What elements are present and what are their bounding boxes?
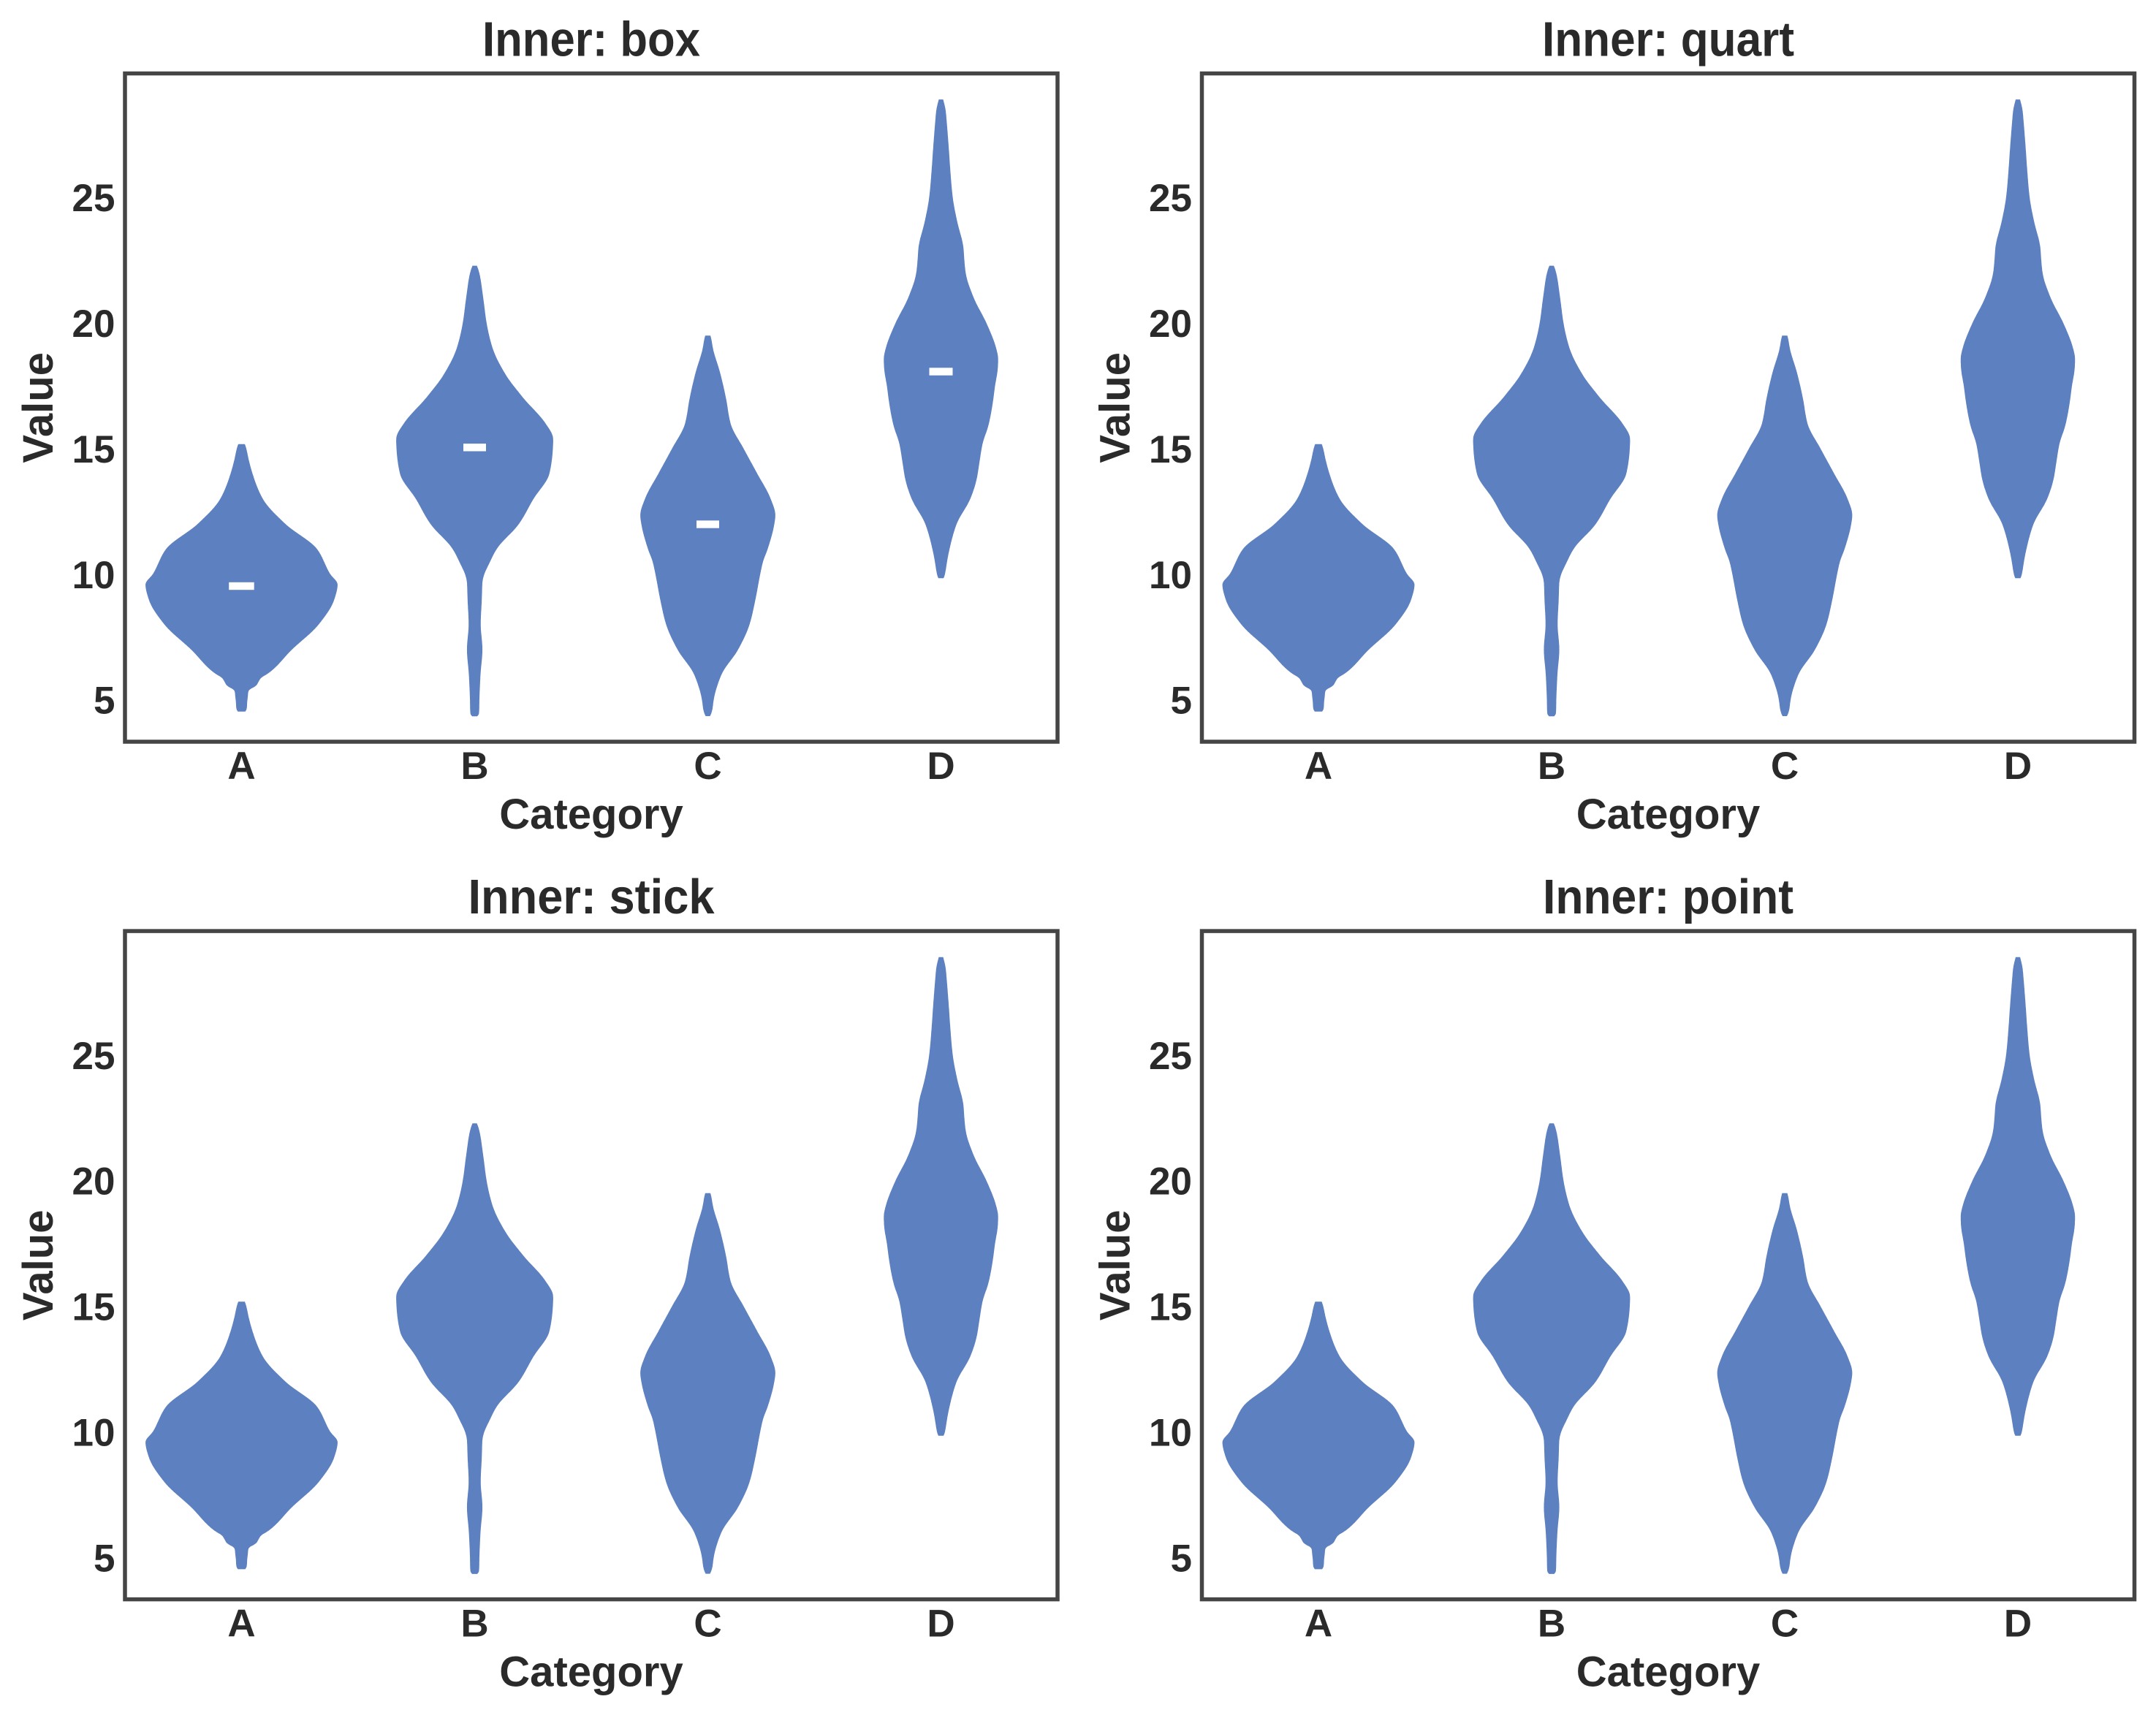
svg-text:Value: Value [15, 1210, 62, 1321]
svg-text:10: 10 [72, 1411, 115, 1454]
svg-text:C: C [1771, 745, 1799, 788]
svg-text:B: B [1538, 745, 1565, 788]
svg-text:C: C [694, 1603, 721, 1646]
svg-text:25: 25 [72, 177, 115, 220]
svg-text:5: 5 [94, 680, 115, 723]
svg-text:Category: Category [499, 1648, 683, 1695]
svg-text:B: B [460, 745, 488, 788]
svg-text:Inner: box: Inner: box [482, 12, 700, 67]
svg-text:A: A [1305, 745, 1332, 788]
svg-text:10: 10 [1149, 554, 1192, 597]
svg-text:10: 10 [1149, 1411, 1192, 1454]
svg-text:D: D [927, 1603, 954, 1646]
svg-text:B: B [460, 1603, 488, 1646]
svg-text:5: 5 [1171, 1537, 1192, 1580]
svg-text:Value: Value [1091, 1210, 1139, 1321]
svg-text:5: 5 [94, 1537, 115, 1580]
svg-text:20: 20 [1149, 1160, 1192, 1204]
svg-text:25: 25 [1149, 1035, 1192, 1078]
svg-text:Category: Category [1576, 1648, 1760, 1695]
svg-text:Category: Category [1576, 791, 1760, 838]
svg-text:15: 15 [1149, 428, 1192, 471]
svg-text:20: 20 [72, 1160, 115, 1204]
svg-text:20: 20 [1149, 303, 1192, 346]
svg-text:25: 25 [72, 1035, 115, 1078]
svg-text:25: 25 [1149, 177, 1192, 220]
svg-text:Value: Value [15, 352, 62, 463]
svg-text:Inner: quart: Inner: quart [1542, 12, 1794, 67]
svg-text:Inner: point: Inner: point [1543, 870, 1793, 924]
svg-text:Category: Category [499, 791, 683, 838]
svg-text:A: A [227, 745, 255, 788]
svg-text:15: 15 [72, 428, 115, 471]
svg-text:15: 15 [72, 1286, 115, 1329]
svg-text:C: C [694, 745, 721, 788]
svg-text:D: D [2004, 1603, 2032, 1646]
svg-text:10: 10 [72, 554, 115, 597]
svg-text:B: B [1538, 1603, 1565, 1646]
svg-text:A: A [1305, 1603, 1332, 1646]
svg-text:D: D [927, 745, 954, 788]
svg-text:15: 15 [1149, 1286, 1192, 1329]
svg-text:20: 20 [72, 303, 115, 346]
svg-text:D: D [2004, 745, 2032, 788]
svg-text:5: 5 [1171, 680, 1192, 723]
svg-text:C: C [1771, 1603, 1799, 1646]
svg-text:Inner: stick: Inner: stick [468, 870, 715, 924]
svg-text:Value: Value [1091, 352, 1139, 463]
svg-text:A: A [227, 1603, 255, 1646]
